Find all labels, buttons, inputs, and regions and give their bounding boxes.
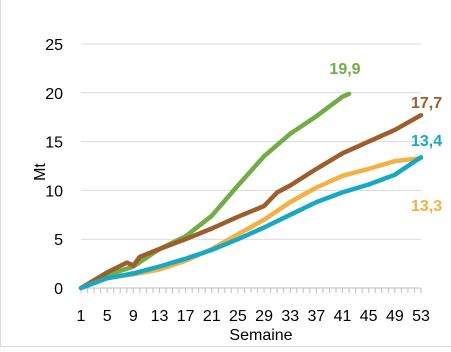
x-tick-label: 1 <box>77 308 86 325</box>
y-tick-label: 0 <box>54 281 63 298</box>
y-tick-label: 5 <box>54 232 63 249</box>
x-axis-title: Semaine <box>229 327 292 344</box>
x-tick-label: 29 <box>255 308 273 325</box>
x-tick-label: 21 <box>203 308 221 325</box>
y-tick-label: 25 <box>45 37 63 54</box>
x-tick-label: 37 <box>307 308 325 325</box>
x-tick-label: 53 <box>412 308 430 325</box>
y-tick-label: 15 <box>45 135 63 152</box>
x-tick-label: 45 <box>360 308 378 325</box>
x-tick-label: 5 <box>103 308 112 325</box>
x-tick-label: 33 <box>281 308 299 325</box>
y-axis-tick-labels: 0 5 10 15 20 25 <box>45 37 63 298</box>
x-axis-tick-labels: 1 5 9 13 17 21 25 29 33 37 41 45 49 53 <box>77 308 430 325</box>
x-tick-label: 49 <box>386 308 404 325</box>
series-lines <box>78 91 424 291</box>
x-tick-label: 13 <box>151 308 169 325</box>
series-end-label: 13,3 <box>411 198 442 215</box>
series-line-3 <box>78 154 424 291</box>
y-axis-title: Mt <box>32 163 49 181</box>
series-end-label: 13,4 <box>411 133 442 150</box>
x-tick-label: 17 <box>177 308 195 325</box>
series-end-label: 17,7 <box>411 95 442 112</box>
y-tick-label: 20 <box>45 86 63 103</box>
series-end-label: 19,9 <box>329 61 360 78</box>
gridlines <box>80 43 422 293</box>
y-tick-label: 10 <box>45 183 63 200</box>
x-tick-label: 41 <box>334 308 352 325</box>
x-tick-label: 25 <box>229 308 247 325</box>
series-line-1 <box>78 112 424 291</box>
series-end-labels: 19,9 17,7 13,3 13,4 <box>329 61 442 215</box>
series-line-0 <box>78 91 352 291</box>
x-tick-label: 9 <box>129 308 138 325</box>
